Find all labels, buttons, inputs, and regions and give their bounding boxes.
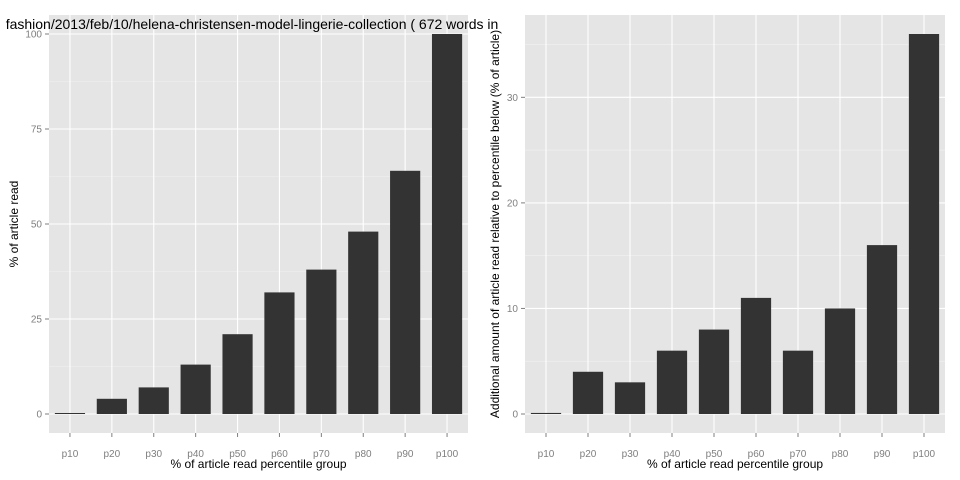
- x-tick-label: p50: [706, 449, 723, 460]
- x-tick-label: p60: [271, 449, 288, 460]
- bar-p60: [264, 292, 295, 414]
- y-axis-title: Additional amount of article read relati…: [488, 30, 502, 418]
- y-tick-label: 10: [507, 304, 519, 315]
- bar-p20: [96, 398, 127, 414]
- bar-p70: [782, 350, 814, 414]
- x-tick-label: p100: [913, 449, 936, 460]
- x-tick-label: p90: [397, 449, 414, 460]
- bar-p90: [390, 170, 421, 414]
- y-tick-label: 0: [36, 410, 42, 421]
- y-tick-label: 100: [25, 30, 42, 41]
- bar-p10: [530, 412, 562, 414]
- chart-title: fashion/2013/feb/10/helena-christensen-m…: [6, 16, 499, 32]
- bar-p100: [431, 34, 463, 414]
- x-tick-label: p40: [187, 449, 204, 460]
- bar-p40: [656, 350, 688, 414]
- bar-p100: [908, 34, 940, 414]
- bar-p20: [572, 371, 604, 414]
- x-tick-label: p30: [145, 449, 162, 460]
- bar-p90: [866, 245, 898, 414]
- x-tick-label: p100: [436, 449, 459, 460]
- bar-p30: [138, 387, 169, 414]
- x-tick-label: p10: [538, 449, 555, 460]
- bar-p50: [698, 329, 730, 414]
- x-tick-label: p30: [622, 449, 639, 460]
- right-chart: 0 10 20 30 p10 p20 p30 p40 p50 p60 p70 p80 p90 p100 % …: [488, 15, 945, 471]
- y-tick-label: 0: [512, 410, 518, 421]
- bar-p50: [222, 334, 253, 414]
- x-axis-title: % of article read percentile group: [647, 457, 823, 471]
- bar-p40: [180, 364, 211, 414]
- x-tick-label: p60: [748, 449, 765, 460]
- x-tick-label: p90: [874, 449, 891, 460]
- y-axis-title: % of article read: [7, 181, 21, 268]
- y-tick-label: 25: [31, 315, 43, 326]
- x-tick-label: p80: [832, 449, 849, 460]
- bar-p80: [824, 308, 856, 414]
- x-tick-label: p40: [664, 449, 681, 460]
- x-tick-label: p10: [62, 449, 79, 460]
- bar-p60: [740, 297, 772, 414]
- x-tick-label: p80: [355, 449, 372, 460]
- x-tick-label: p20: [104, 449, 121, 460]
- y-tick-label: 30: [507, 93, 519, 104]
- bar-p70: [306, 269, 337, 414]
- y-tick-label: 50: [31, 220, 43, 231]
- x-tick-label: p50: [229, 449, 246, 460]
- y-tick-label: 20: [507, 198, 519, 209]
- x-axis-title: % of article read percentile group: [170, 457, 346, 471]
- left-chart: 0 25 50 75 100 p10 p20 p30 p40 p50 p60 p70 p80 p90 p10…: [6, 15, 499, 471]
- x-tick-label: p20: [580, 449, 597, 460]
- x-tick-label: p70: [313, 449, 330, 460]
- y-tick-label: 75: [31, 125, 43, 136]
- x-tick-label: p70: [790, 449, 807, 460]
- bar-p30: [614, 382, 646, 414]
- bar-p10: [54, 413, 86, 414]
- bar-p80: [348, 231, 379, 414]
